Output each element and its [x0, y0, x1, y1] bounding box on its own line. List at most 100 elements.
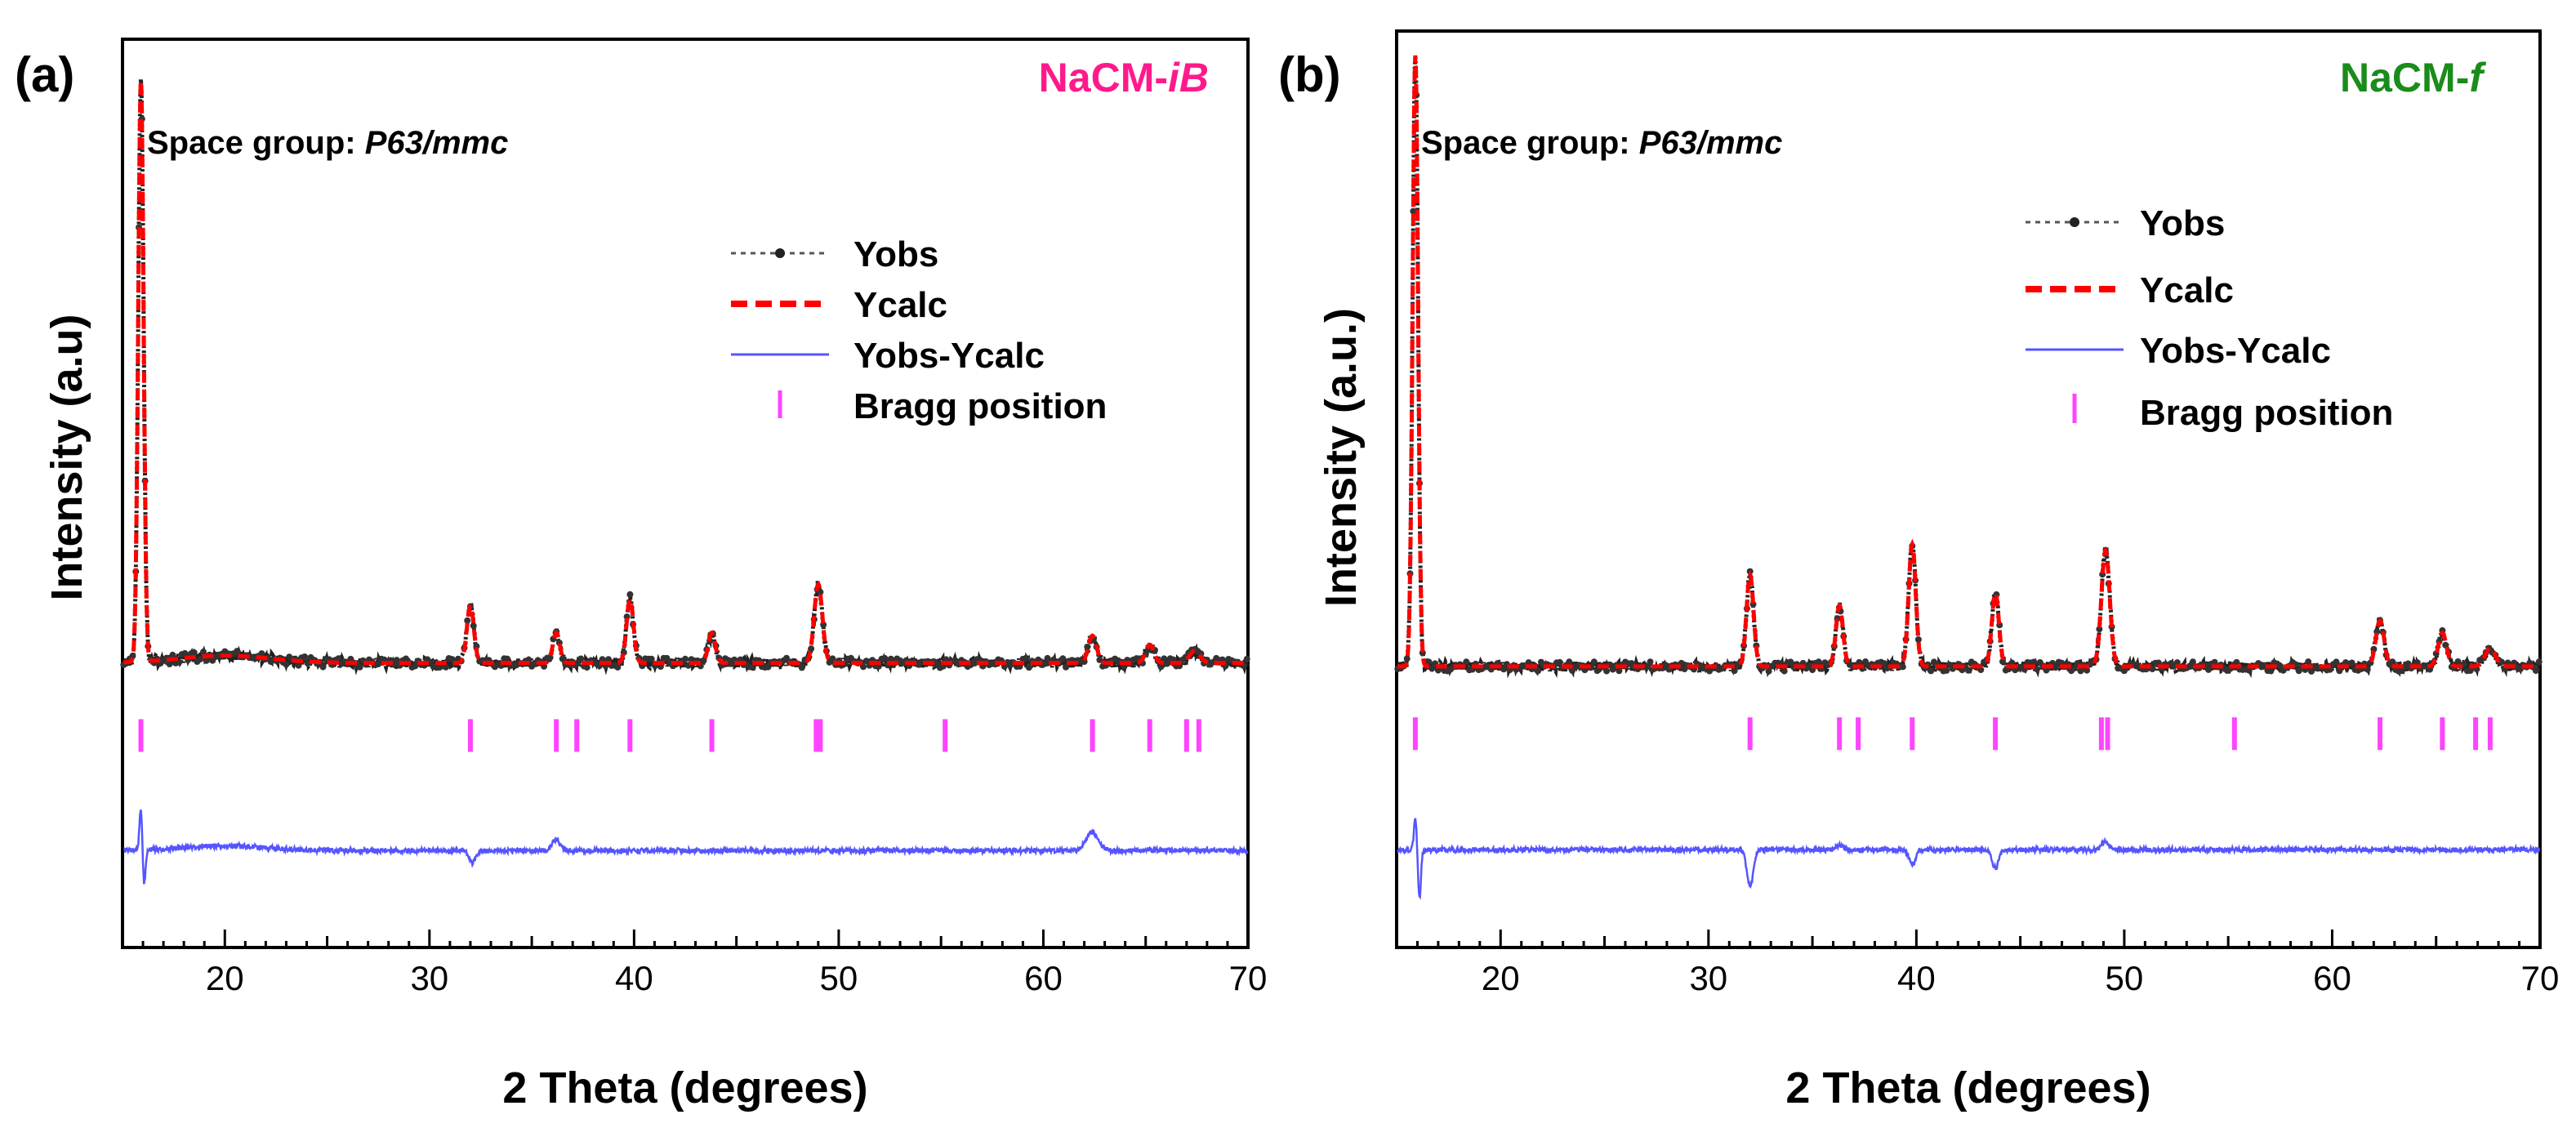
panel-a-yobs-point — [283, 661, 290, 668]
panel-b-yobs-point — [2336, 667, 2343, 675]
panel-b-legend: Yobs Ycalc Yobs-Ycalc Bragg position — [2026, 203, 2393, 433]
panel-b-yobs-point — [1780, 667, 1788, 675]
panel-a-yobs-point — [817, 588, 824, 595]
panel-a-yobs-point — [181, 649, 189, 657]
panel-b-yobs-point — [1410, 207, 1417, 215]
panel-b-yobs-point — [2077, 667, 2084, 675]
panel-a-legend-yobs-marker — [775, 248, 785, 258]
panel-b-yobs-point — [1787, 658, 1794, 666]
panel-a-yobs-point — [1243, 655, 1250, 662]
panel-b-yobs-point — [2052, 664, 2059, 671]
panel-b-yobs-point — [1428, 665, 1436, 672]
panel-b-space-group: Space group: P63/mmc — [1421, 125, 1782, 161]
panel-a-yobs-point — [583, 664, 591, 671]
panel-b-yobs-point — [1403, 655, 1411, 662]
panel-a: (a) Intensity (a.u) NaCM-iB Space group:… — [15, 38, 1268, 1112]
panel-a-yobs-point — [1041, 660, 1048, 667]
panel-a-yobs-point — [356, 663, 363, 671]
panel-a-yobs-point — [1023, 654, 1030, 662]
panel-a-legend-ycalc: Ycalc — [853, 285, 947, 325]
panel-b-yobs-point — [1765, 667, 1772, 675]
panel-a-yobs-point — [442, 663, 449, 671]
panel-b-yobs-point — [2442, 641, 2449, 649]
panel-a-xlabel: 2 Theta (degrees) — [502, 1063, 867, 1112]
panel-b-yobs-point — [1535, 667, 1542, 675]
panel-a-yobs-point — [626, 591, 634, 598]
panel-a-plot-frame — [121, 38, 1250, 949]
panel-b-series-yobs-ycalc — [1397, 818, 2541, 900]
panel-a-x-tick-label: 30 — [410, 959, 448, 997]
panel-b-yobs-point — [1965, 667, 1972, 674]
panel-a-series-ycalc — [123, 80, 1248, 666]
panel-a-yobs-point — [749, 664, 756, 671]
panel-b: (b) Intensity (a.u.) NaCM-f Space group:… — [1278, 29, 2559, 1112]
panel-a-yobs-point — [1063, 663, 1069, 671]
panel-b-yobs-point — [2532, 667, 2539, 675]
panel-b-legend-yobs: Yobs — [2140, 203, 2225, 243]
panel-b-yobs-point — [1647, 658, 1654, 666]
panel-b-yobs-point — [2070, 665, 2078, 672]
panel-b-yobs-point — [1928, 667, 1935, 675]
panel-a-yobs-point — [1059, 655, 1067, 662]
panel-a-yobs-point — [808, 645, 815, 653]
panel-a-x-tick-label: 60 — [1024, 959, 1063, 997]
panel-a-yobs-point — [682, 655, 689, 662]
panel-b-legend-bragg: Bragg position — [2140, 393, 2393, 433]
panel-b-yobs-point — [2348, 659, 2355, 667]
panel-b-plot-frame — [1395, 29, 2542, 949]
panel-a-plot-area — [120, 78, 1250, 885]
panel-a-yobs-point — [393, 657, 400, 664]
panel-b-xlabel: 2 Theta (degrees) — [1785, 1063, 2150, 1112]
panel-b-label: (b) — [1278, 47, 1341, 102]
panel-a-x-tick-label: 40 — [615, 959, 653, 997]
panel-a-yobs-point — [798, 664, 805, 671]
panel-b-yobs-point — [1500, 666, 1508, 673]
panel-b-yobs-point — [2305, 658, 2312, 666]
panel-b-yobs-point — [1815, 658, 1822, 666]
panel-b-yobs-point — [1643, 663, 1651, 671]
panel-a-yobs-point — [295, 662, 302, 669]
panel-a-yobs-point — [860, 663, 867, 671]
panel-b-yobs-point — [2211, 658, 2218, 666]
panel-b-yobs-point — [1856, 658, 1863, 666]
panel-b-yobs-point — [2467, 667, 2474, 674]
panel-a-yobs-point — [1084, 644, 1091, 650]
panel-b-yobs-point — [1943, 667, 1950, 674]
panel-b-yobs-point — [1731, 667, 1738, 675]
panel-a-yobs-point — [335, 655, 342, 662]
panel-a-yobs-point — [829, 655, 836, 662]
panel-b-yobs-point — [1914, 636, 1922, 643]
panel-b-x-tick-label: 40 — [1897, 959, 1936, 997]
panel-b-yobs-point — [1899, 663, 1906, 671]
panel-a-x-tick-label: 70 — [1229, 959, 1268, 997]
panel-b-yobs-point — [1999, 658, 2006, 665]
panel-b-sample-label: NaCM-f — [2340, 55, 2486, 100]
panel-a-yobs-point — [577, 655, 585, 662]
panel-a-ylabel: Intensity (a.u) — [42, 314, 91, 600]
panel-b-ylabel: Intensity (a.u.) — [1317, 308, 1366, 607]
panel-a-label: (a) — [15, 47, 74, 102]
panel-b-yobs-point — [1603, 667, 1611, 675]
panel-a-yobs-point — [319, 663, 327, 671]
panel-a-yobs-point — [1025, 664, 1032, 671]
panel-a-yobs-point — [1096, 656, 1103, 663]
panel-b-yobs-point — [2245, 667, 2253, 674]
panel-b-yobs-point — [1425, 658, 1433, 666]
panel-a-yobs-point — [648, 655, 655, 662]
panel-a-legend: Yobs Ycalc Yobs-Ycalc Bragg position — [731, 234, 1107, 426]
panel-b-yobs-point — [1880, 660, 1887, 667]
panel-a-yobs-point — [190, 649, 198, 656]
panel-a-yobs-point — [1161, 655, 1168, 662]
panel-a-x-tick-label: 20 — [206, 959, 244, 997]
panel-b-yobs-point — [1616, 667, 1623, 675]
panel-a-yobs-point — [200, 649, 207, 656]
panel-a-yobs-point — [881, 654, 889, 662]
panel-a-yobs-point — [663, 654, 671, 662]
panel-a-sample-label: NaCM-iB — [1039, 55, 1209, 100]
panel-b-bragg-ticks — [1412, 717, 2493, 751]
panel-b-legend-diff: Yobs-Ycalc — [2140, 331, 2331, 371]
panel-b-yobs-point — [2205, 666, 2212, 673]
panel-b-yobs-point — [2333, 658, 2340, 666]
panel-a-legend-yobs: Yobs — [853, 234, 938, 274]
panel-a-yobs-point — [197, 656, 204, 662]
